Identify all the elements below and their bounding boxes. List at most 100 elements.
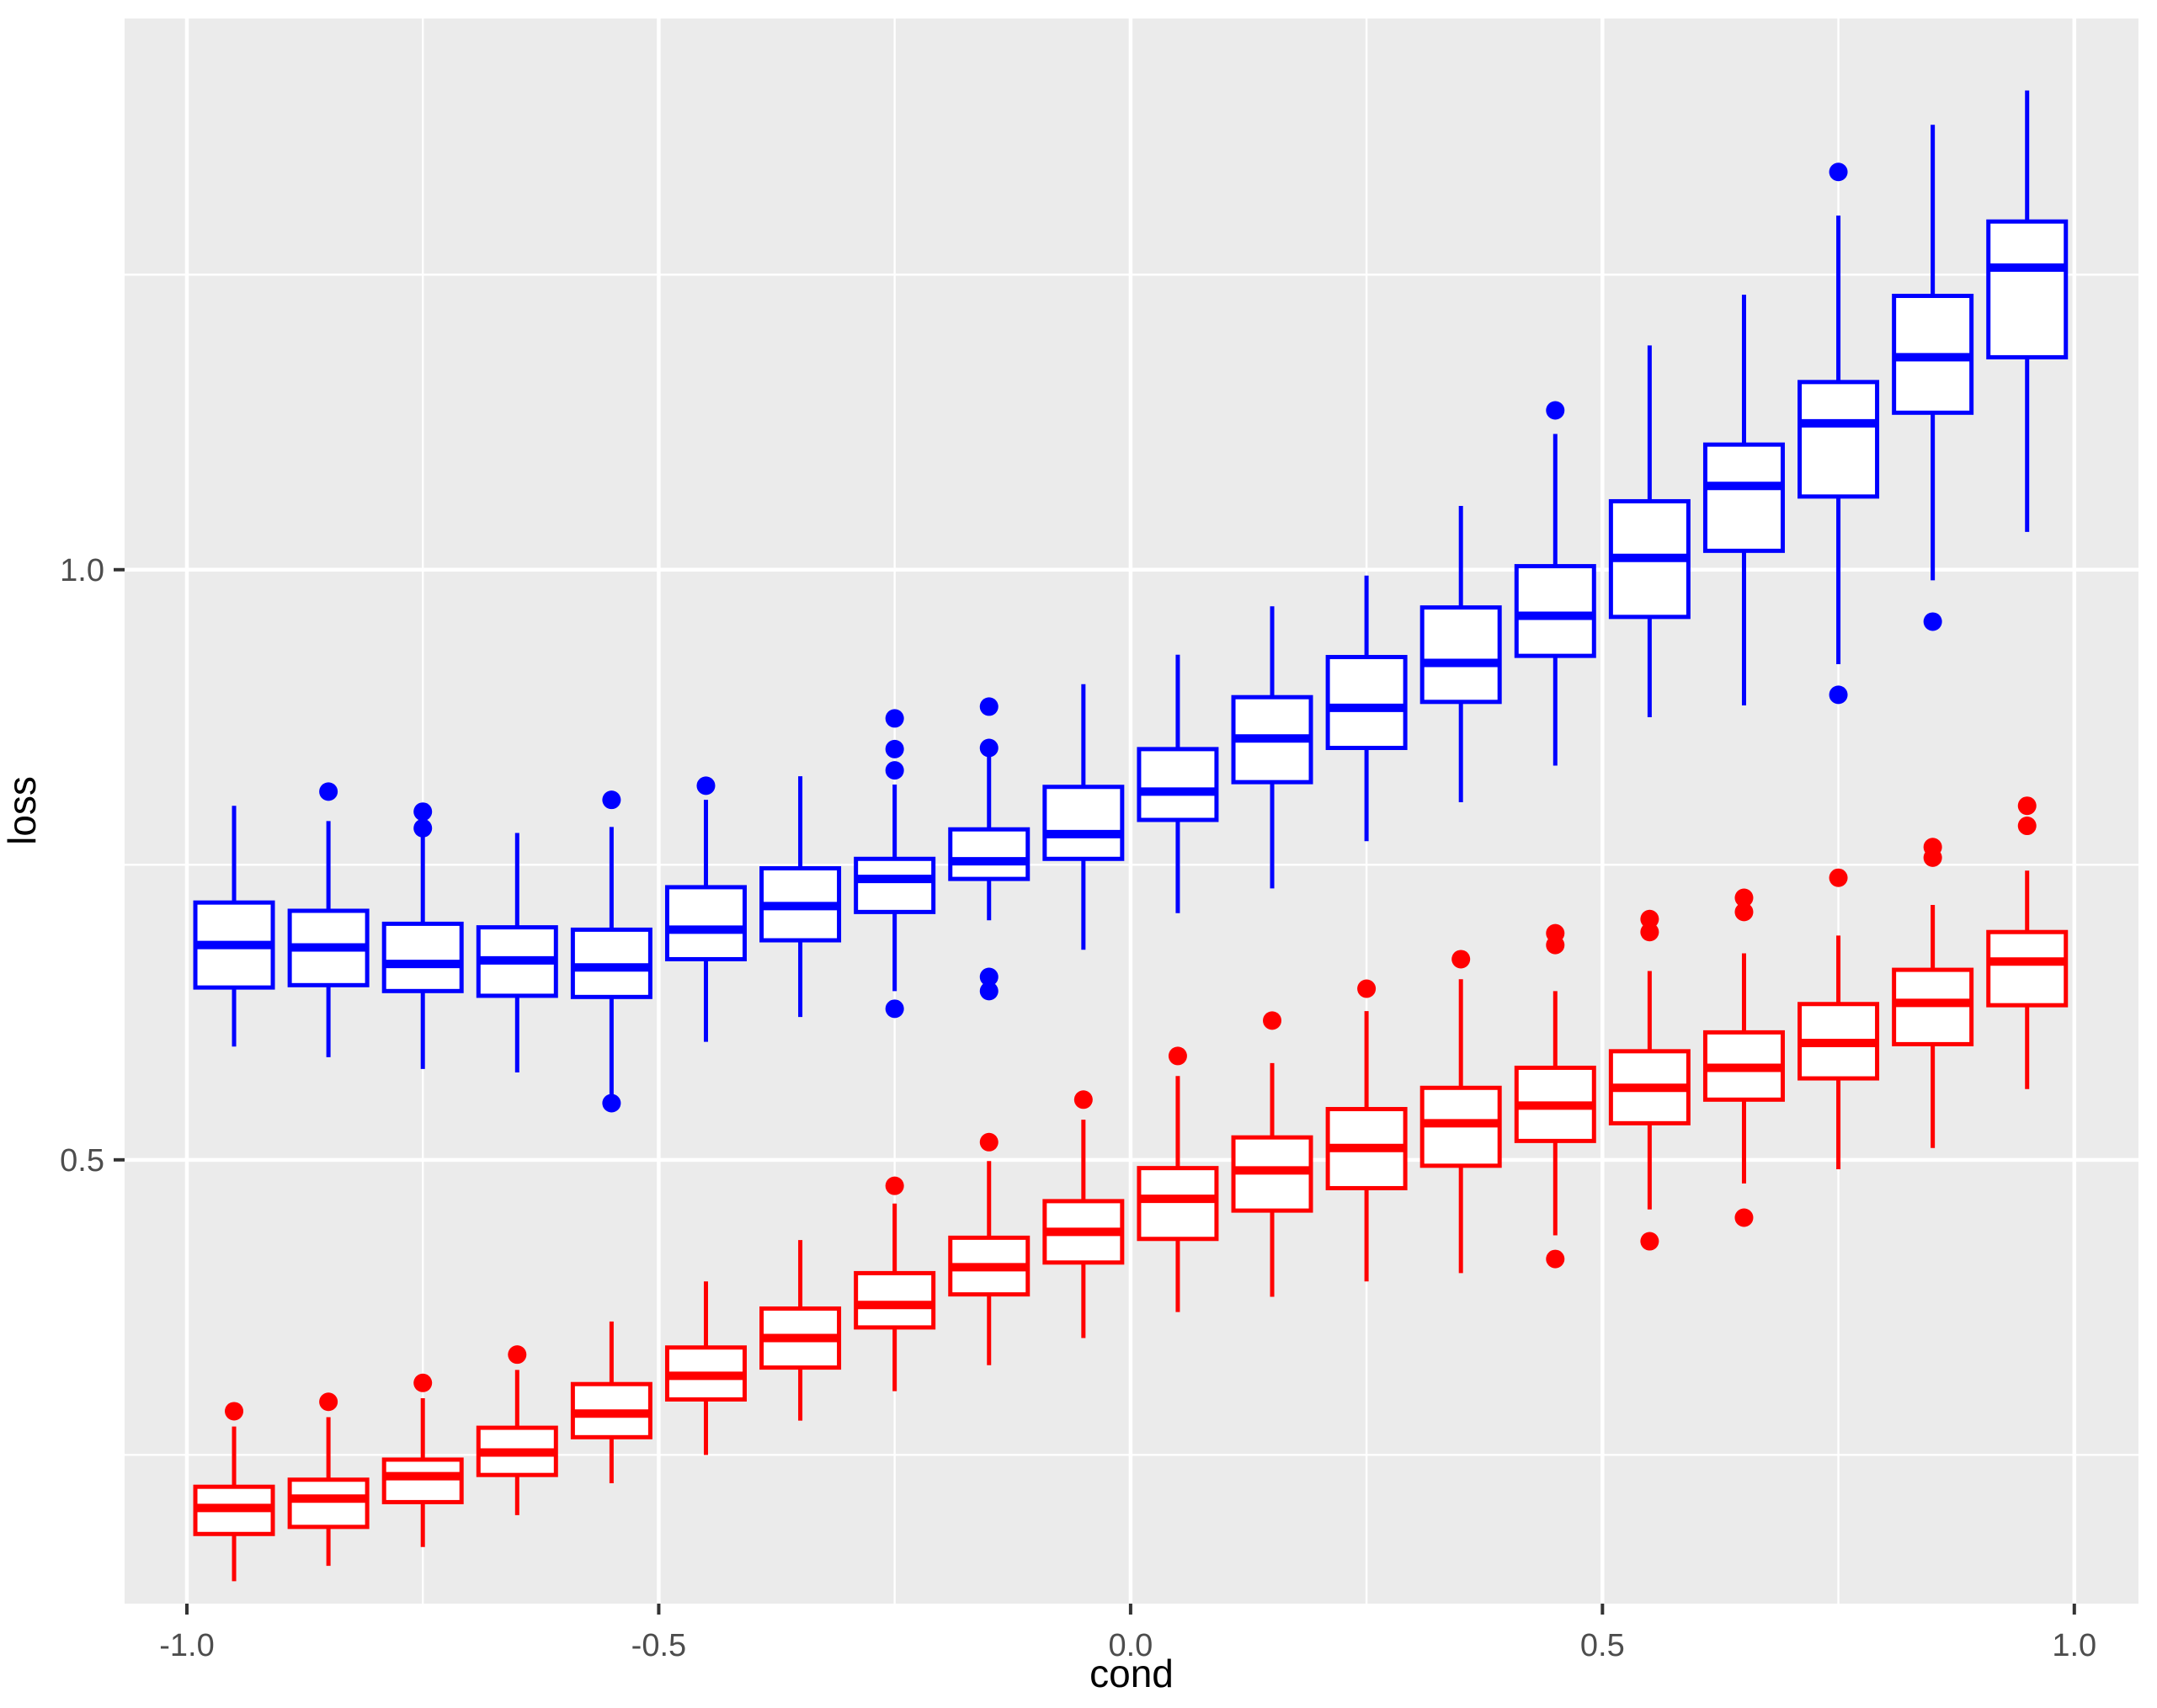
outlier-point (2017, 817, 2037, 836)
boxplot-blue (1986, 90, 2069, 532)
boxplot-red (1892, 838, 1974, 1148)
y-axis-title: loss (0, 776, 44, 845)
outlier-point (979, 967, 999, 987)
outlier-point (1829, 162, 1848, 182)
outlier-point (979, 697, 999, 716)
iqr-box (948, 827, 1031, 881)
boxplot-blue (948, 697, 1031, 1001)
outlier-point (1546, 935, 1565, 955)
outlier-point (979, 982, 999, 1001)
gridline-layer (125, 19, 2138, 1604)
boxplot-red (854, 1176, 936, 1391)
outlier-point (1451, 950, 1471, 969)
iqr-box (1514, 564, 1596, 658)
outlier-point (979, 1132, 999, 1152)
iqr-box (381, 1457, 464, 1504)
boxplot-red (1325, 979, 1408, 1282)
x-tick-label: 1.0 (2052, 1628, 2096, 1663)
axis-tick-layer (114, 567, 2076, 1615)
outlier-point (319, 782, 338, 801)
iqr-box (381, 921, 464, 993)
outlier-point (885, 761, 904, 780)
boxplot-blue (381, 802, 464, 1069)
boxplot-red (1137, 1046, 1219, 1312)
boxplot-blue (1514, 401, 1596, 766)
iqr-box (1042, 785, 1125, 861)
boxplot-red (381, 1373, 464, 1547)
outlier-point (1357, 979, 1377, 998)
x-tick-label: 0.0 (1108, 1628, 1153, 1663)
boxplot-red (570, 1321, 652, 1483)
boxplot-red (1231, 1011, 1313, 1297)
outlier-point (885, 1176, 904, 1195)
iqr-box (1986, 219, 2069, 359)
boxplot-red (1419, 950, 1502, 1274)
boxplot-red (287, 1392, 370, 1567)
boxplot-red (1608, 909, 1691, 1251)
boxplot-blue (1892, 125, 1974, 631)
iqr-box (1137, 747, 1219, 822)
iqr-box (287, 1477, 370, 1530)
boxplot-blue (759, 776, 842, 1018)
outlier-point (413, 802, 433, 822)
iqr-box (1986, 929, 2069, 1008)
outlier-point (413, 1373, 433, 1392)
iqr-box (1798, 380, 1880, 499)
outlier-point (1923, 612, 1942, 631)
boxplot-red (1042, 1090, 1125, 1338)
outlier-point (1734, 1208, 1754, 1227)
outlier-point (1923, 848, 1942, 867)
iqr-box (1325, 655, 1408, 750)
outlier-point (1546, 401, 1565, 420)
outlier-point (1640, 1232, 1659, 1251)
boxplot-red (1798, 868, 1880, 1170)
outlier-point (1263, 1011, 1282, 1030)
boxplot-blue (664, 776, 747, 1042)
boxplot-red (948, 1132, 1031, 1365)
outlier-point (1640, 909, 1659, 928)
boxplot-red (476, 1345, 558, 1515)
outlier-point (1734, 888, 1754, 907)
outlier-point (2017, 796, 2037, 816)
outlier-point (1829, 868, 1848, 887)
boxplot-blue (476, 833, 558, 1073)
outlier-point (1546, 1249, 1565, 1269)
boxplot-blue (1137, 654, 1219, 913)
iqr-box (1702, 442, 1785, 553)
boxplot-blue (193, 806, 275, 1047)
outlier-point (885, 709, 904, 728)
outlier-point (602, 790, 621, 810)
boxplot-layer (193, 90, 2069, 1582)
iqr-box (1419, 605, 1502, 705)
boxplot-blue (1608, 345, 1691, 718)
boxplot-blue (1042, 684, 1125, 950)
outlier-point (1073, 1090, 1093, 1109)
boxplot-blue (1798, 162, 1880, 705)
boxplot-red (193, 1402, 275, 1582)
boxplot-red (664, 1281, 747, 1455)
y-tick-label: 1.0 (60, 553, 104, 588)
outlier-point (413, 818, 433, 838)
x-tick-label: -1.0 (159, 1628, 214, 1663)
outlier-point (225, 1402, 244, 1421)
outlier-point (319, 1392, 338, 1412)
outlier-point (1640, 923, 1659, 942)
boxplot-blue (854, 709, 936, 1019)
outlier-point (508, 1345, 527, 1365)
outlier-point (1829, 685, 1848, 705)
boxplot-red (1986, 796, 2069, 1089)
boxplot-blue (570, 790, 652, 1113)
outlier-point (602, 1093, 621, 1113)
boxplot-red (1702, 888, 1785, 1227)
boxplot-blue (1702, 295, 1785, 706)
outlier-point (885, 739, 904, 758)
outlier-point (1168, 1046, 1187, 1066)
y-tick-label: 0.5 (60, 1143, 104, 1179)
x-tick-label: 0.5 (1580, 1628, 1625, 1663)
boxplot-blue (1231, 606, 1313, 889)
iqr-box (664, 885, 747, 961)
outlier-point (1734, 902, 1754, 922)
x-axis-title: cond (1089, 1652, 1174, 1695)
